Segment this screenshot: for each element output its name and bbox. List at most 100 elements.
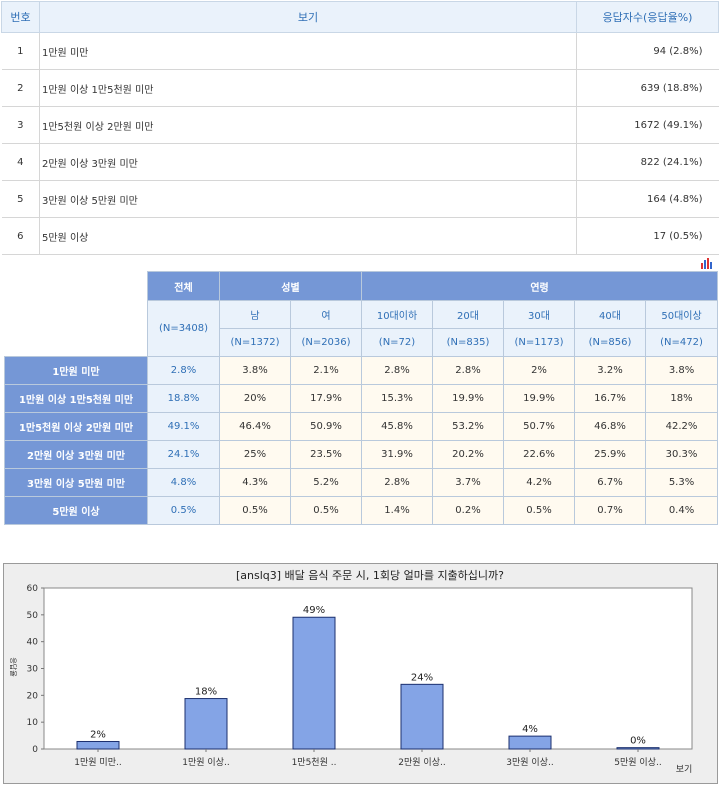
header-no: 번호: [1, 1, 40, 33]
row-cell: 30.3%: [644, 440, 719, 469]
group-label: 50대이상: [644, 300, 719, 329]
row-count: 639 (18.8%): [576, 69, 719, 107]
row-label: 2만원 이상 3만원 미만: [4, 440, 148, 469]
data-label: 24%: [411, 672, 433, 683]
group-label: 40대: [574, 300, 646, 329]
row-cell: 4.2%: [503, 468, 575, 497]
row-cell: 3.7%: [432, 468, 504, 497]
row-no: 1: [1, 32, 40, 70]
row-cell: 19.9%: [432, 384, 504, 413]
row-cell: 1.4%: [361, 496, 433, 525]
row-cell: 3.8%: [219, 356, 291, 385]
y-tick-label: 40: [27, 638, 39, 648]
row-count: 164 (4.8%): [576, 180, 719, 218]
group-label: 남: [219, 300, 291, 329]
chart-panel: [anslq3] 배달 음식 주문 시, 1회당 얼마를 지출하십니까? 0 10…: [3, 563, 718, 784]
row-cell: 0.7%: [574, 496, 646, 525]
row-label: 1만원 이상 1만5천원 미만: [4, 384, 148, 413]
row-count: 822 (24.1%): [576, 143, 719, 181]
row-count: 17 (0.5%): [576, 217, 719, 255]
x-axis-label: 보기: [676, 764, 693, 775]
bar-chart: [anslq3] 배달 음식 주문 시, 1회당 얼마를 지출하십니까? 0 10…: [9, 568, 693, 775]
x-tick-label: 3만원 이상..: [506, 757, 553, 768]
cross-table: 전체 성별 연령 (N=3408) 남 여 10대이하 20대 30대 40대 …: [4, 271, 719, 525]
table-row: 1 1만원 미만 94 (2.8%): [1, 32, 719, 70]
group-n: (N=1173): [503, 328, 575, 357]
row-total: 18.8%: [147, 384, 220, 413]
row-option: 2만원 이상 3만원 미만: [39, 143, 577, 181]
row-cell: 23.5%: [290, 440, 362, 469]
row-option: 1만원 미만: [39, 32, 577, 70]
row-cell: 0.2%: [432, 496, 504, 525]
group-label: 10대이하: [361, 300, 433, 329]
row-label: 1만원 미만: [4, 356, 148, 385]
table-row: 6 5만원 이상 17 (0.5%): [1, 217, 719, 255]
row-cell: 5.2%: [290, 468, 362, 497]
row-cell: 5.3%: [644, 468, 719, 497]
row-cell: 3.8%: [644, 356, 719, 385]
row-label: 3만원 이상 5만원 미만: [4, 468, 148, 497]
header-count: 응답자수(응답율%): [576, 1, 719, 33]
row-no: 5: [1, 180, 40, 218]
row-total: 2.8%: [147, 356, 220, 385]
row-cell: 0.4%: [644, 496, 719, 525]
group-n: (N=472): [644, 328, 719, 357]
row-total: 49.1%: [147, 412, 220, 441]
group-n: (N=2036): [290, 328, 362, 357]
x-tick-label: 1만원 미만..: [74, 757, 121, 768]
y-tick-label: 30: [27, 665, 39, 675]
row-count: 1672 (49.1%): [576, 106, 719, 144]
row-cell: 3.2%: [574, 356, 646, 385]
row-no: 6: [1, 217, 40, 255]
chart-marks: 0 10 20 30 40 50 60 2% 1만원 미만.. 18% 1만원 이상.. 49% 1만5…: [27, 584, 662, 768]
table-row: 3만원 이상 5만원 미만 4.8% 4.3% 5.2% 2.8% 3.7% 4.2% 6.7…: [4, 468, 719, 497]
row-cell: 4.3%: [219, 468, 291, 497]
row-cell: 22.6%: [503, 440, 575, 469]
row-cell: 50.7%: [503, 412, 575, 441]
row-cell: 17.9%: [290, 384, 362, 413]
row-cell: 2.8%: [361, 356, 433, 385]
row-cell: 19.9%: [503, 384, 575, 413]
data-label: 4%: [522, 724, 538, 735]
row-cell: 25%: [219, 440, 291, 469]
row-cell: 2.8%: [361, 468, 433, 497]
y-axis-label: 응답율: [9, 657, 18, 677]
row-total: 4.8%: [147, 468, 220, 497]
table-row: 5만원 이상 0.5% 0.5% 0.5% 1.4% 0.2% 0.5% 0.7% 0.4%: [4, 496, 719, 525]
x-tick-label: 5만원 이상..: [614, 757, 661, 768]
chart-title: [anslq3] 배달 음식 주문 시, 1회당 얼마를 지출하십니까?: [236, 568, 504, 582]
bar-chart-icon[interactable]: [700, 257, 712, 269]
row-count: 94 (2.8%): [576, 32, 719, 70]
data-label: 2%: [90, 729, 106, 740]
row-label: 5만원 이상: [4, 496, 148, 525]
bar: [292, 616, 336, 750]
table-row: 1만원 이상 1만5천원 미만 18.8% 20% 17.9% 15.3% 19.9% 19…: [4, 384, 719, 413]
y-tick-label: 0: [32, 745, 38, 755]
y-tick-label: 50: [27, 611, 39, 621]
total-header: 전체: [147, 271, 220, 301]
age-header: 연령: [360, 271, 719, 301]
row-cell: 20%: [219, 384, 291, 413]
row-cell: 53.2%: [432, 412, 504, 441]
row-cell: 2.8%: [432, 356, 504, 385]
row-cell: 6.7%: [574, 468, 646, 497]
row-cell: 20.2%: [432, 440, 504, 469]
row-no: 2: [1, 69, 40, 107]
header-option: 보기: [39, 1, 577, 33]
row-cell: 46.8%: [574, 412, 646, 441]
row-option: 1만5천원 이상 2만원 미만: [39, 106, 577, 144]
row-cell: 2%: [503, 356, 575, 385]
data-label: 0%: [630, 736, 646, 747]
row-label: 1만5천원 이상 2만원 미만: [4, 412, 148, 441]
row-cell: 16.7%: [574, 384, 646, 413]
row-total: 24.1%: [147, 440, 220, 469]
row-cell: 15.3%: [361, 384, 433, 413]
row-no: 3: [1, 106, 40, 144]
row-no: 4: [1, 143, 40, 181]
row-cell: 2.1%: [290, 356, 362, 385]
bar: [508, 735, 552, 750]
table-row: 1만원 미만 2.8% 3.8% 2.1% 2.8% 2.8% 2% 3.2% 3.8%: [4, 356, 719, 385]
x-tick-label: 1만원 이상..: [182, 757, 229, 768]
group-label: 20대: [432, 300, 504, 329]
row-total: 0.5%: [147, 496, 220, 525]
